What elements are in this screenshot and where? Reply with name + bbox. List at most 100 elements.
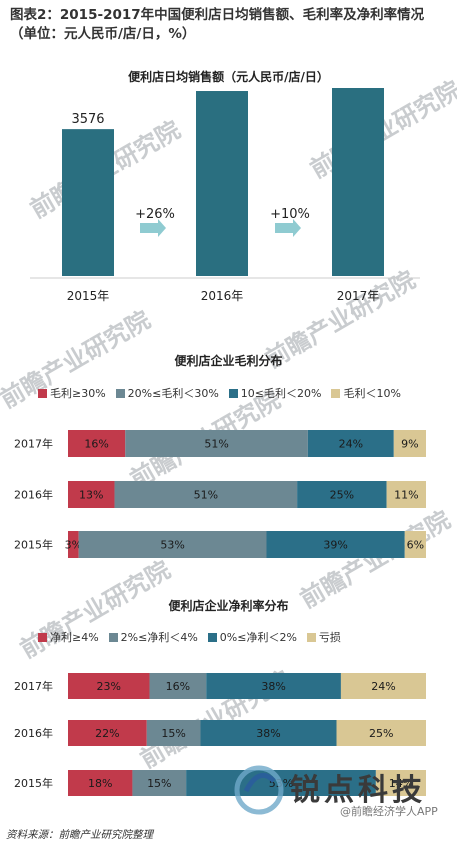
stacked-segment <box>68 770 133 796</box>
stacked-segment <box>149 673 207 699</box>
legend-item: 20%≤毛利＜30% <box>115 385 219 401</box>
growth-arrow-icon <box>275 219 301 237</box>
logo-mark-icon <box>234 765 284 815</box>
growth-label: +26% <box>135 207 175 222</box>
sales-bar <box>62 129 114 276</box>
stacked-segment <box>68 430 126 457</box>
segment-value-label: 24% <box>339 438 363 451</box>
stacked-segment <box>78 531 267 558</box>
legend-item: 0%≤净利＜2% <box>207 629 297 645</box>
net-margin-stacked-chart: 2017年 23% 16% 38% 24% 2016年 22% 15% 38% 25% 2015年 1… <box>14 673 426 796</box>
legend-label: 2%≤净利＜4% <box>120 631 198 644</box>
segment-value-label: 13% <box>79 489 103 502</box>
segment-value-label: 53% <box>160 539 184 552</box>
stacked-segment <box>200 720 337 746</box>
legend-label: 毛利＜10% <box>343 387 401 400</box>
sales-category-label: 2016年 <box>201 289 244 303</box>
legend-label: 10≤毛利＜20% <box>240 387 322 400</box>
sales-category-label: 2015年 <box>67 289 110 303</box>
gross-margin-stacked-chart: 2017年 16% 51% 24% 9% 2016年 13% 51% 25% 11% 2015年 3%… <box>14 430 426 558</box>
row-category-label: 2015年 <box>14 538 53 552</box>
stacked-segment <box>307 430 394 457</box>
sales-value-label: 4504 <box>205 88 238 89</box>
stacked-segment <box>375 770 426 796</box>
legend-swatch <box>228 388 238 398</box>
logo-name: 锐点科技 <box>290 773 426 808</box>
segment-value-label: 38% <box>261 680 285 693</box>
legend-swatch <box>207 632 217 642</box>
row-category-label: 2016年 <box>14 726 53 740</box>
legend-swatch <box>306 632 316 642</box>
stacked-segment <box>266 531 405 558</box>
segment-value-label: 39% <box>323 539 347 552</box>
legend-item: 10≤毛利＜20% <box>228 385 322 401</box>
legend-swatch <box>115 388 125 398</box>
sales-chart-title: 便利店日均销售额（元人民币/店/日） <box>128 70 329 84</box>
brand-logo-watermark: 锐点科技 @前瞻经济学人APP <box>230 757 450 827</box>
segment-value-label: 51% <box>204 438 228 451</box>
stacked-segment <box>68 673 150 699</box>
stacked-segment <box>68 481 115 508</box>
stacked-segment <box>68 531 79 558</box>
stacked-segment <box>297 481 387 508</box>
legend-item: 毛利≥30% <box>38 385 106 401</box>
stacked-segment <box>125 430 308 457</box>
stacked-segment <box>146 720 201 746</box>
legend-swatch <box>38 632 47 642</box>
sales-bar <box>196 91 248 276</box>
segment-value-label: 14% <box>389 777 413 790</box>
legend-label: 0%≤净利＜2% <box>219 631 297 644</box>
legend-item: 亏损 <box>306 629 341 645</box>
segment-value-label: 18% <box>88 777 112 790</box>
legend-item: 2%≤净利＜4% <box>108 629 198 645</box>
segment-value-label: 6% <box>407 539 424 552</box>
segment-value-label: 16% <box>84 438 108 451</box>
segment-value-label: 25% <box>369 727 393 740</box>
segment-value-label: 24% <box>371 680 395 693</box>
segment-value-label: 25% <box>330 489 354 502</box>
segment-value-label: 15% <box>147 777 171 790</box>
segment-value-label: 23% <box>97 680 121 693</box>
legend-item: 净利≥4% <box>38 629 99 645</box>
legend-label: 净利≥4% <box>50 631 99 644</box>
segment-value-label: 51% <box>194 489 218 502</box>
legend-label: 毛利≥30% <box>50 387 106 400</box>
row-category-label: 2016年 <box>14 488 53 502</box>
segment-value-label: 3% <box>65 539 82 552</box>
row-category-label: 2017年 <box>14 679 53 693</box>
segment-value-label: 16% <box>166 680 190 693</box>
sales-value-label: 3576 <box>71 112 104 127</box>
source-note: 资料来源：前瞻产业研究院整理 <box>6 829 153 841</box>
stacked-segment <box>336 720 426 746</box>
net-margin-legend: 净利≥4% 2%≤净利＜4% 0%≤净利＜2% 亏损 <box>38 629 341 645</box>
legend-swatch <box>108 632 118 642</box>
stacked-segment <box>404 531 426 558</box>
legend-swatch <box>38 388 47 398</box>
gross-margin-legend: 毛利≥30% 20%≤毛利＜30% 10≤毛利＜20% 毛利＜10% <box>38 385 401 401</box>
row-category-label: 2017年 <box>14 437 53 451</box>
segment-value-label: 22% <box>95 727 119 740</box>
segment-value-label: 11% <box>394 489 418 502</box>
figure-title: 图表2：2015-2017年中国便利店日均销售额、毛利率及净利率情况（单位：元人… <box>10 7 425 42</box>
growth-label: +10% <box>270 207 310 222</box>
sales-bar <box>332 88 384 277</box>
legend-label: 20%≤毛利＜30% <box>127 387 219 400</box>
stacked-segment <box>340 673 426 699</box>
segment-value-label: 9% <box>401 438 418 451</box>
stacked-segment <box>68 720 147 746</box>
gross-margin-chart-title: 便利店企业毛利分布 <box>174 354 283 368</box>
legend-label: 亏损 <box>318 631 341 644</box>
stacked-segment <box>393 430 426 457</box>
net-margin-chart-title: 便利店企业净利率分布 <box>168 599 289 613</box>
legend-item: 毛利＜10% <box>331 385 401 401</box>
stacked-segment <box>386 481 426 508</box>
stacked-segment <box>114 481 298 508</box>
legend-swatch <box>331 388 341 398</box>
stacked-segment <box>206 673 341 699</box>
segment-value-label: 15% <box>161 727 185 740</box>
logo-credit: @前瞻经济学人APP <box>340 805 438 818</box>
sales-bar-chart: 35762015年45042016年49362017年+26%+10% <box>30 88 420 303</box>
segment-value-label: 38% <box>256 727 280 740</box>
sales-category-label: 2017年 <box>337 289 380 303</box>
row-category-label: 2015年 <box>14 776 53 790</box>
